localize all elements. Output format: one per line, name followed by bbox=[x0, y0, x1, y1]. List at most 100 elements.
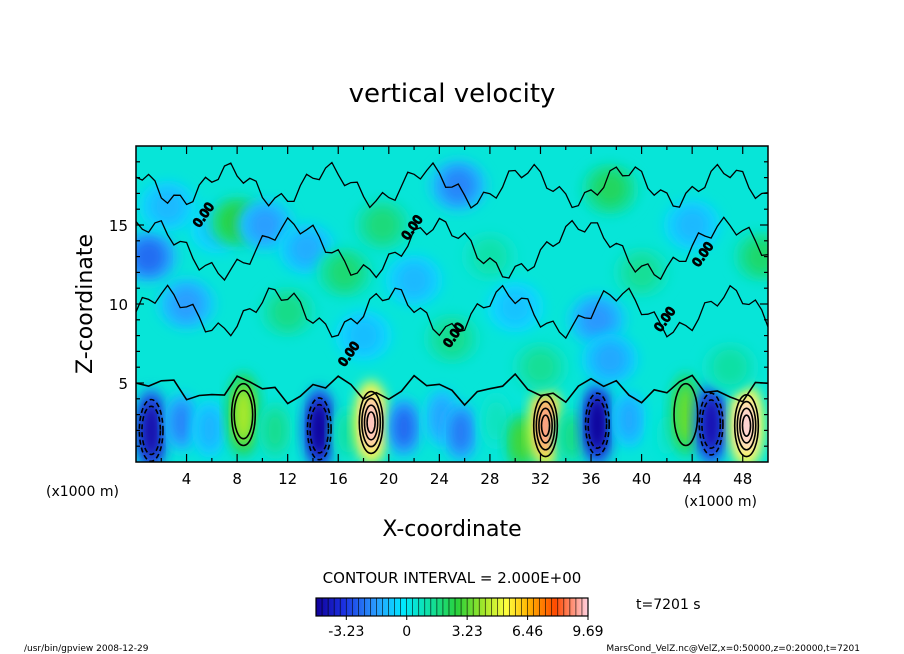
y-tick-label: 5 bbox=[118, 375, 128, 393]
field-cell-core bbox=[169, 286, 204, 322]
colorbar: -3.23 0 3.23 6.46 9.69 bbox=[315, 597, 604, 640]
field-cell bbox=[301, 387, 337, 462]
field-cell-core bbox=[485, 400, 507, 442]
contour-ring bbox=[673, 382, 699, 447]
field-cell-core bbox=[360, 393, 382, 452]
field-cell bbox=[461, 231, 519, 283]
contour-upper-line bbox=[136, 161, 768, 209]
x-tick-label: 48 bbox=[733, 470, 752, 488]
field-cell-core bbox=[140, 401, 162, 460]
field-cell-core bbox=[675, 207, 710, 243]
field-cell bbox=[663, 199, 721, 251]
field-cell bbox=[581, 333, 639, 385]
field-cell bbox=[335, 310, 392, 362]
time-label: t=7201 s bbox=[636, 597, 701, 613]
field-cell bbox=[316, 246, 373, 298]
x-unit-label-right: (x1000 m) bbox=[684, 494, 757, 510]
field-cell bbox=[611, 390, 647, 449]
x-tick-label: 16 bbox=[329, 470, 348, 488]
contour-ring bbox=[540, 414, 551, 437]
field-cell bbox=[429, 160, 487, 211]
field-cell-core bbox=[580, 302, 615, 338]
tick-marks bbox=[136, 146, 768, 462]
field-cell-core bbox=[561, 416, 583, 457]
x-tick-label: 32 bbox=[531, 470, 550, 488]
colorbar-tick-label: 3.23 bbox=[452, 624, 483, 640]
field-cell bbox=[136, 231, 178, 283]
contour-ring bbox=[361, 397, 382, 448]
contour-ring bbox=[701, 399, 722, 449]
contour-interval-text: CONTOUR INTERVAL = 2.000E+00 bbox=[323, 569, 582, 587]
colorbar-tick-label: 0 bbox=[402, 624, 411, 640]
x-tick-label: 8 bbox=[232, 470, 242, 488]
y-tick-labels: 5 10 15 bbox=[109, 217, 128, 393]
plot-area: 0.000.000.000.000.000.00 bbox=[135, 145, 769, 463]
field-cell-core bbox=[198, 408, 220, 450]
contour-ring bbox=[233, 389, 254, 440]
field-cell-core bbox=[393, 407, 415, 448]
contour-zero-line bbox=[136, 372, 768, 407]
contour-ring bbox=[141, 405, 162, 456]
field-cell bbox=[613, 246, 671, 298]
contour-ring bbox=[363, 404, 379, 441]
field-cell bbox=[443, 402, 479, 462]
field-cell bbox=[191, 399, 227, 458]
x-unit-label-left: (x1000 m) bbox=[46, 484, 119, 500]
y-tick-label: 15 bbox=[109, 217, 128, 235]
footer-left: /usr/bin/gpview 2008-12-29 bbox=[24, 644, 149, 654]
field-cell-core bbox=[441, 167, 476, 204]
field-cell bbox=[354, 199, 411, 251]
field-cell-core bbox=[308, 399, 330, 458]
contour-ring bbox=[535, 400, 556, 451]
field-cell bbox=[568, 294, 626, 346]
contour-ring bbox=[306, 397, 332, 461]
field-cell-core bbox=[346, 317, 381, 354]
contour-ring bbox=[366, 411, 376, 434]
field-cell bbox=[512, 341, 569, 393]
contour-upper-line bbox=[136, 216, 768, 282]
contour-ring bbox=[309, 403, 330, 454]
velocity-field bbox=[136, 160, 768, 462]
contour-ring bbox=[736, 400, 757, 451]
field-cell-core bbox=[700, 395, 722, 454]
colorbar-tick-label: 9.69 bbox=[572, 624, 603, 640]
x-tick-label: 40 bbox=[632, 470, 651, 488]
contour-ring bbox=[587, 399, 608, 449]
field-cell-core bbox=[498, 289, 533, 325]
colorbar-tick-label: 6.46 bbox=[512, 624, 543, 640]
x-tick-label: 24 bbox=[430, 470, 449, 488]
field-cell bbox=[164, 393, 199, 452]
field-cell-core bbox=[270, 294, 305, 330]
field-cell-core bbox=[713, 349, 748, 385]
field-cell bbox=[733, 231, 768, 283]
x-tick-label: 44 bbox=[683, 470, 702, 488]
field-cell-core bbox=[233, 385, 254, 444]
y-tick-label: 10 bbox=[109, 296, 128, 314]
field-cell-core bbox=[736, 396, 757, 455]
field-cell bbox=[259, 286, 317, 338]
contour-ring bbox=[538, 407, 553, 444]
field-cell-core bbox=[744, 238, 768, 275]
colorbar-frame bbox=[315, 597, 589, 617]
colorbar-tick-label: -3.23 bbox=[328, 624, 364, 640]
field-cell-core bbox=[327, 254, 362, 291]
field-cell-core bbox=[511, 421, 532, 462]
contour-ring bbox=[358, 390, 384, 455]
field-cell bbox=[257, 401, 293, 460]
contour-ring bbox=[739, 407, 754, 444]
field-cell-core bbox=[397, 262, 432, 298]
field-cell-core bbox=[535, 396, 556, 455]
contour-ring bbox=[741, 414, 752, 437]
x-axis-label: X-coordinate bbox=[382, 517, 521, 542]
contour-upper-line bbox=[136, 284, 768, 340]
colorbar-gradient bbox=[316, 598, 588, 616]
field-cell-core bbox=[450, 411, 472, 453]
x-tick-label: 12 bbox=[278, 470, 297, 488]
contour-ring bbox=[584, 392, 610, 456]
field-cell bbox=[386, 398, 422, 457]
field-cell-core bbox=[592, 170, 628, 207]
contour-ring bbox=[698, 392, 724, 456]
field-cell-core bbox=[337, 413, 359, 454]
field-cell-core bbox=[586, 395, 608, 454]
